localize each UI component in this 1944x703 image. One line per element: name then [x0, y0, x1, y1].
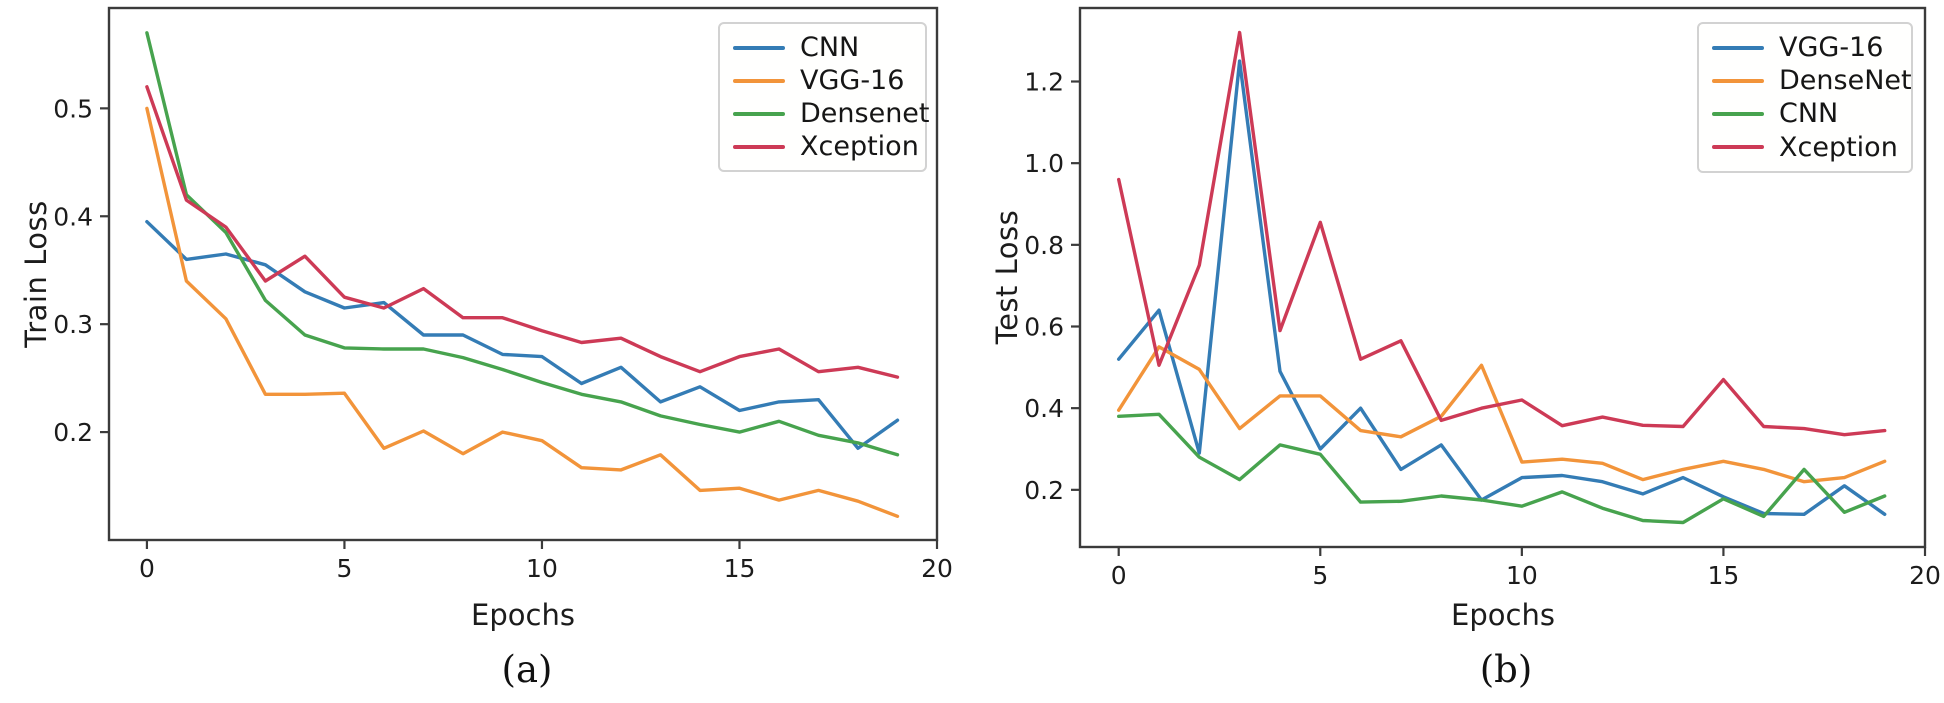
- x-tick-label-a: 0: [139, 554, 155, 583]
- y-tick-label-b: 0.4: [1024, 394, 1064, 423]
- y-axis-label-test-loss: Test Loss: [990, 209, 1024, 345]
- y-tick-label-b: 0.6: [1024, 313, 1064, 342]
- x-tick-label-b: 20: [1909, 561, 1941, 590]
- x-tick-label-a: 15: [724, 554, 756, 583]
- x-tick-label-a: 20: [921, 554, 953, 583]
- series-line-vgg-16: [1116, 59, 1887, 516]
- subfigure-caption-a: (a): [501, 648, 553, 691]
- legend-line-swatch: [1712, 145, 1764, 150]
- subfigure-caption-b: (b): [1479, 648, 1533, 691]
- legend-line-swatch: [1712, 45, 1764, 50]
- y-tick-label-b: 0.8: [1024, 231, 1064, 260]
- legend-label: Xception: [1779, 131, 1898, 163]
- plot-border-a: [107, 6, 939, 542]
- series-line-densenet: [145, 31, 900, 457]
- y-tick-label-a: 0.2: [53, 418, 93, 447]
- legend-item-vgg-16: VGG-16: [720, 64, 925, 96]
- y-tick-label-b: 1.2: [1024, 68, 1064, 97]
- legend-train-loss: CNN VGG-16 Densenet Xception: [718, 22, 930, 172]
- legend-label: CNN: [1779, 98, 1839, 130]
- legend-item-cnn: CNN: [1699, 99, 1911, 129]
- y-tick-label-a: 0.3: [53, 310, 93, 339]
- legend-item-cnn: CNN: [720, 31, 925, 63]
- legend-line-swatch: [733, 78, 785, 83]
- legend-line-swatch: [1712, 78, 1764, 83]
- legend-item-densenet: Densenet: [720, 98, 930, 129]
- legend-label: Xception: [800, 130, 919, 162]
- series-line-xception: [145, 85, 900, 379]
- series-line-vgg-16: [145, 106, 900, 518]
- y-axis-label-train-loss: Train Loss: [19, 200, 53, 348]
- x-tick-label-b: 10: [1506, 561, 1538, 590]
- x-tick-label-b: 5: [1312, 561, 1328, 590]
- legend-test-loss: VGG-16 DenseNet CNN Xception: [1697, 22, 1913, 173]
- legend-label: VGG-16: [1779, 31, 1884, 63]
- legend-label: VGG-16: [800, 64, 905, 96]
- legend-line-swatch: [733, 111, 785, 116]
- legend-item-vgg-16: VGG-16: [1699, 33, 1911, 63]
- plot-border-b: [1078, 6, 1927, 549]
- legend-label: CNN: [800, 31, 860, 63]
- x-tick-label-b: 15: [1708, 561, 1740, 590]
- legend-label: Densenet: [800, 97, 930, 129]
- y-tick-label-a: 0.5: [53, 94, 93, 123]
- series-line-xception: [1116, 30, 1887, 437]
- x-axis-label-epochs-b: Epochs: [1451, 598, 1555, 632]
- x-tick-label-a: 10: [526, 554, 558, 583]
- legend-item-xception: Xception: [720, 130, 925, 162]
- legend-line-swatch: [1712, 112, 1764, 117]
- legend-item-densenet: DenseNet: [1699, 65, 1912, 97]
- x-tick-label-a: 5: [336, 554, 352, 583]
- series-line-cnn: [1116, 412, 1887, 525]
- x-axis-label-epochs-a: Epochs: [471, 598, 575, 632]
- legend-item-xception: Xception: [1699, 131, 1911, 163]
- y-tick-label-b: 0.2: [1024, 476, 1064, 505]
- legend-line-swatch: [733, 144, 785, 149]
- legend-label: DenseNet: [1779, 65, 1912, 97]
- y-tick-label-b: 1.0: [1024, 149, 1064, 178]
- series-line-densenet: [1116, 345, 1887, 484]
- x-tick-label-b: 0: [1111, 561, 1127, 590]
- y-tick-label-a: 0.4: [53, 202, 93, 231]
- legend-line-swatch: [733, 45, 785, 50]
- series-line-cnn: [145, 219, 900, 450]
